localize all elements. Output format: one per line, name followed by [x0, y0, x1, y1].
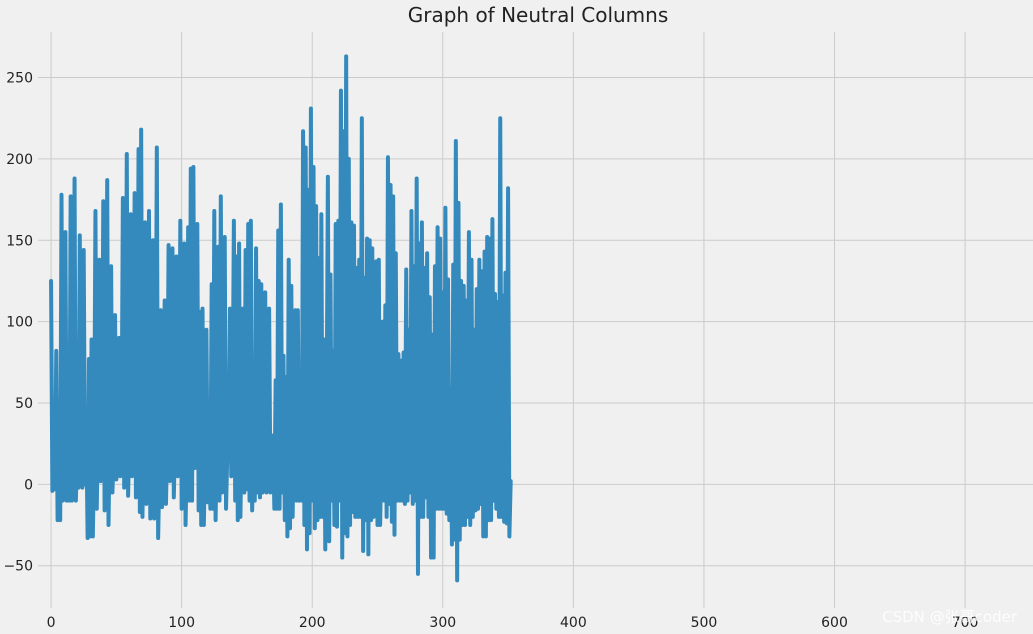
chart-title: Graph of Neutral Columns	[408, 3, 669, 27]
series-layer	[49, 54, 513, 583]
y-tick-label: 200	[6, 152, 33, 168]
watermark: CSDN @张哥coder	[882, 608, 1018, 626]
y-tick-label: 0	[24, 477, 33, 493]
y-tick-label: 50	[15, 396, 33, 412]
y-tick-label: 150	[6, 233, 33, 249]
x-tick-label: 100	[168, 615, 195, 631]
y-axis-ticks: −50 0 50 100 150 200 250	[3, 71, 33, 575]
x-tick-label: 400	[560, 615, 587, 631]
x-tick-label: 200	[299, 615, 326, 631]
x-tick-label: 600	[821, 615, 848, 631]
series-line	[49, 54, 513, 583]
y-tick-label: −50	[3, 559, 33, 575]
x-tick-label: 500	[691, 615, 718, 631]
y-tick-label: 250	[6, 71, 33, 87]
y-tick-label: 100	[6, 315, 33, 331]
x-tick-label: 0	[47, 615, 56, 631]
x-axis-ticks: 0 100 200 300 400 500 600 700	[47, 615, 979, 631]
x-tick-label: 300	[429, 615, 456, 631]
x-tick-label: 700	[952, 615, 979, 631]
